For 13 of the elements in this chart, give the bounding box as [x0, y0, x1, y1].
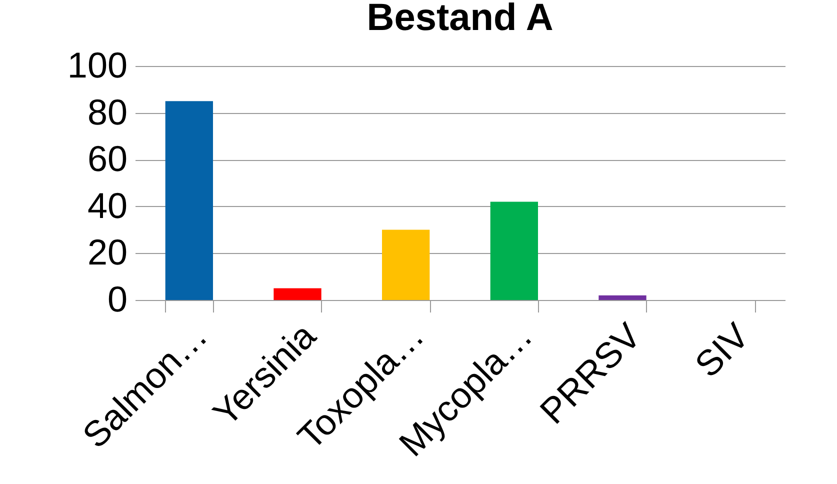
y-tick-label: 20 [87, 232, 128, 273]
bar [165, 101, 213, 300]
y-tick-label: 0 [107, 278, 128, 320]
y-tick-label: 100 [67, 44, 128, 86]
bar [490, 202, 538, 300]
bar [598, 295, 646, 300]
chart-title: Bestand A [366, 0, 554, 39]
x-tick-label: SIV [686, 314, 757, 385]
bar [382, 230, 430, 300]
y-tick-label: 80 [87, 91, 128, 132]
bar [274, 288, 322, 300]
y-tick-label: 60 [87, 138, 128, 180]
y-tick-label: 40 [87, 184, 128, 226]
